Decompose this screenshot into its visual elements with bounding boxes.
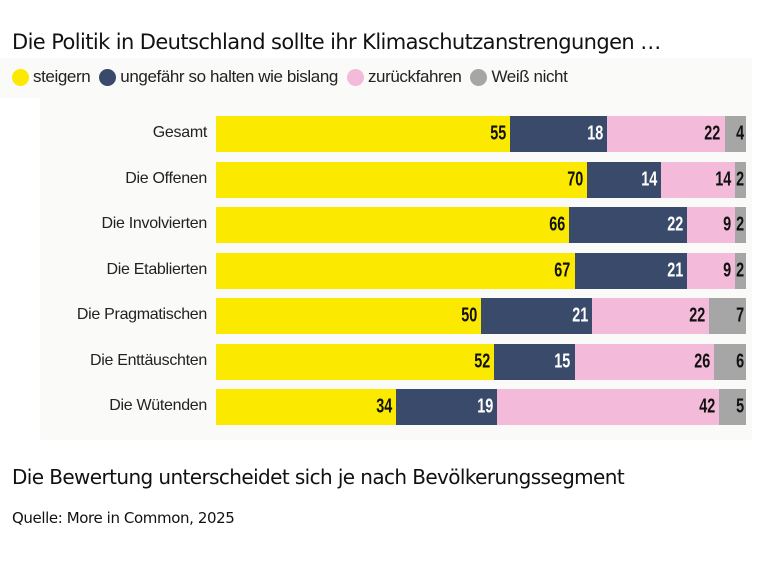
data-label: 66 xyxy=(549,213,566,236)
bar-row: 66 22 9 2 xyxy=(216,207,746,243)
bar-row: 50 21 22 7 xyxy=(216,298,746,334)
data-label: 4 xyxy=(735,122,744,145)
category-label: Die Wütenden xyxy=(109,397,207,414)
bar-segment: 22 xyxy=(606,116,725,152)
bar-segment: 70 xyxy=(216,161,587,198)
bar-row: 34 19 42 5 xyxy=(216,389,746,425)
bar-segment: 34 xyxy=(216,389,397,425)
data-label: 2 xyxy=(735,168,744,190)
legend-label: Weiß nicht xyxy=(491,67,568,86)
legend-item: zurückfahren xyxy=(346,67,462,87)
chart-source: Quelle: More in Common, 2025 xyxy=(12,509,235,527)
bar-segment: 6 xyxy=(713,343,746,380)
bar-row: 52 15 26 6 xyxy=(216,343,746,380)
bar-segment: 9 xyxy=(687,252,736,289)
category-label: Die Pragmatischen xyxy=(76,306,207,323)
data-label: 70 xyxy=(566,168,583,190)
category-label: Die Enttäuschten xyxy=(89,351,207,369)
bar-segment: 2 xyxy=(735,161,746,198)
legend-label: ungefähr so halten wie bislang xyxy=(120,67,338,86)
category-label: Die Offenen xyxy=(125,169,207,187)
data-label: 2 xyxy=(735,259,744,281)
legend-item: Weiß nicht xyxy=(470,67,568,87)
data-label: 2 xyxy=(735,213,744,236)
bar-segment: 21 xyxy=(481,298,593,334)
legend-item: ungefähr so halten wie bislang xyxy=(99,67,338,87)
bar-segment: 4 xyxy=(724,116,746,152)
data-label: 14 xyxy=(641,168,658,190)
bar-segment: 42 xyxy=(496,389,720,425)
data-label: 55 xyxy=(490,122,507,145)
bar-segment: 5 xyxy=(719,389,746,425)
bar-segment: 52 xyxy=(216,343,495,380)
bar-segment: 22 xyxy=(569,207,688,243)
legend-label: zurückfahren xyxy=(367,67,462,86)
legend-label: steigern xyxy=(33,67,91,86)
data-label: 26 xyxy=(693,350,710,372)
bar-segment: 21 xyxy=(574,252,688,289)
bar-segment: 66 xyxy=(216,207,570,243)
data-label: 22 xyxy=(704,122,721,145)
bar-segment: 18 xyxy=(510,116,607,152)
bar-segment: 14 xyxy=(661,161,736,198)
data-label: 9 xyxy=(723,259,732,281)
data-label: 9 xyxy=(723,213,732,236)
data-label: 19 xyxy=(476,395,493,418)
chart-subtitle: Die Bewertung unterscheidet sich je nach… xyxy=(12,465,625,489)
data-label: 18 xyxy=(586,122,603,145)
bar-segment: 50 xyxy=(216,298,481,334)
bar-segment: 26 xyxy=(574,343,714,380)
bar-segment: 15 xyxy=(494,343,575,380)
bar-segment: 7 xyxy=(708,298,746,334)
legend-swatch-icon xyxy=(12,68,29,86)
bar-segment: 2 xyxy=(735,207,746,243)
bar-row: 55 18 22 4 xyxy=(216,116,746,152)
data-label: 50 xyxy=(460,304,477,327)
category-label: Die Involvierten xyxy=(101,215,208,232)
data-label: 22 xyxy=(688,304,705,327)
bar-segment: 22 xyxy=(592,298,709,334)
data-label: 6 xyxy=(735,350,744,372)
bar-row: 70 14 14 2 xyxy=(216,161,746,198)
legend-swatch-icon xyxy=(346,68,364,86)
data-label: 22 xyxy=(667,213,684,236)
data-label: 42 xyxy=(699,395,716,418)
data-label: 14 xyxy=(715,168,732,190)
bar-segment: 14 xyxy=(587,161,662,198)
data-label: 67 xyxy=(554,259,571,281)
data-label: 21 xyxy=(667,259,684,281)
category-label: Die Etablierten xyxy=(106,260,208,278)
data-label: 34 xyxy=(376,395,393,418)
bar-segment: 19 xyxy=(396,389,497,425)
legend-swatch-icon xyxy=(470,68,488,86)
category-label: Gesamt xyxy=(152,124,208,141)
data-label: 52 xyxy=(474,350,491,372)
bar-segment: 55 xyxy=(216,116,511,152)
data-label: 7 xyxy=(735,304,744,327)
legend: steigern ungefähr so halten wie bislang zu… xyxy=(12,64,576,90)
bar-row: 67 21 9 2 xyxy=(216,252,746,289)
legend-item: steigern xyxy=(12,67,91,87)
bar-segment: 9 xyxy=(687,207,736,243)
bar-segment: 2 xyxy=(735,252,746,289)
legend-swatch-icon xyxy=(99,68,117,86)
data-label: 15 xyxy=(554,350,571,372)
bar-segment: 67 xyxy=(216,252,575,289)
data-label: 5 xyxy=(735,395,744,418)
chart-title: Die Politik in Deutschland sollte ihr Kl… xyxy=(12,30,661,54)
data-label: 21 xyxy=(572,304,589,327)
